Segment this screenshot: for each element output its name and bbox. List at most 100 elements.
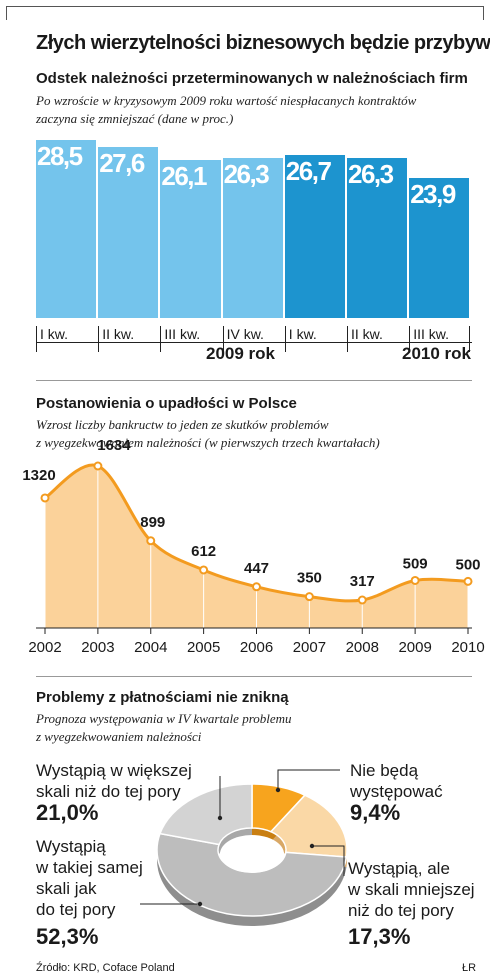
x-tick-label: 2008	[346, 639, 379, 656]
slice-label-smaller: Wystąpią, ale w skali mniejszej niż do t…	[348, 858, 475, 921]
pie-chart-title: Problemy z płatnościami nie znikną	[36, 689, 289, 706]
leader-line	[277, 769, 340, 790]
bar-axis-tick	[36, 326, 37, 352]
slice-label-line: niż do tej pory	[348, 901, 454, 920]
bar-axis-tick	[222, 326, 224, 352]
data-point	[146, 536, 156, 546]
data-label: 1634	[97, 437, 131, 454]
slice-label-line: Nie będą	[350, 761, 419, 780]
slice-label-line: skali niż do tej pory	[36, 782, 181, 801]
slice-label-line: w skali mniejszej	[348, 880, 475, 899]
leader-dot	[197, 901, 203, 907]
bar-value-label: 27,6	[99, 148, 145, 179]
slice-label-same: Wystąpią w takiej samej skali jak do tej…	[36, 836, 143, 920]
bar-chart-title: Odstek należności przeterminowanych w na…	[36, 70, 468, 87]
bar-category-label: II kw.	[351, 326, 383, 342]
bar	[284, 154, 345, 318]
bar-chart-axis	[36, 342, 472, 343]
x-tick-label: 2002	[28, 639, 61, 656]
data-point	[410, 575, 420, 585]
bar-category-label: III kw.	[413, 326, 449, 342]
x-tick-label: 2009	[398, 639, 431, 656]
section-divider	[36, 380, 472, 381]
pie-chart-subtitle-line: z wyegzekwowaniem należności	[36, 729, 202, 744]
leader-dot	[217, 815, 223, 821]
bar-category-label: I kw.	[40, 326, 69, 342]
data-label: 447	[244, 560, 269, 577]
slice-label-line: występować	[350, 782, 443, 801]
donut-hole	[220, 835, 284, 873]
bar-axis-tick	[347, 326, 348, 352]
bar-value-label: 23,9	[410, 178, 456, 209]
bar	[98, 147, 159, 318]
data-label: 612	[191, 543, 216, 560]
data-point	[252, 582, 261, 592]
source-note: Źródło: KRD, Coface Poland	[36, 962, 175, 974]
section-divider	[36, 676, 472, 677]
bar-chart-subtitle-line: zaczyna się zmniejszać (dane w proc.)	[36, 111, 234, 126]
pie-chart-subtitle: Prognoza występowania w IV kwartale prob…	[36, 710, 292, 746]
data-label: 899	[140, 514, 165, 531]
line-chart-subtitle: Wzrost liczby bankructw to jeden ze skut…	[36, 416, 380, 452]
slice-label-line: do tej pory	[36, 900, 116, 919]
data-point	[463, 576, 473, 586]
line-chart-subtitle-line: Wzrost liczby bankructw to jeden ze skut…	[36, 417, 329, 432]
bar-axis-tick	[98, 326, 100, 352]
slice-label-line: skali jak	[36, 879, 97, 898]
slice-label-line: w takiej samej	[36, 858, 143, 877]
bar	[347, 157, 408, 318]
x-tick-label: 2005	[187, 639, 220, 656]
x-tick-label: 2010	[451, 639, 484, 656]
data-label: 317	[350, 573, 375, 590]
leader-dot	[275, 787, 281, 793]
donut-slice	[158, 783, 253, 846]
x-tick-label: 2004	[134, 639, 167, 656]
slice-label-line: Wystąpią w większej	[36, 761, 192, 780]
bar-category-label: IV kw.	[226, 326, 264, 342]
x-tick-label: 2003	[81, 639, 114, 656]
slice-value-none: 9,4%	[350, 800, 401, 825]
data-point	[304, 592, 314, 602]
leader-line	[312, 845, 345, 876]
bar-value-label: 26,3	[223, 158, 270, 189]
bar-axis-tick	[469, 326, 471, 352]
leader-dot	[309, 843, 315, 849]
bar	[36, 140, 97, 318]
data-point	[199, 565, 209, 575]
bar-axis-tick	[409, 326, 411, 352]
bar-category-label: I kw.	[288, 326, 317, 342]
data-label: 509	[403, 555, 428, 572]
line-chart: 1320 2002 1634 2003 899 2004 612 2005 447 2006 350…	[22, 437, 484, 656]
data-label: 500	[455, 556, 480, 573]
group-label-2009: 2009 rok	[206, 344, 275, 363]
group-label-2010: 2010 rok	[402, 344, 471, 363]
bar-value-label: 28,5	[37, 141, 83, 171]
bar-category-label: II kw.	[102, 326, 135, 342]
bar	[409, 177, 470, 318]
author-credit: ŁR	[462, 962, 477, 974]
page-title: Złych wierzytelności biznesowych będzie …	[36, 32, 490, 54]
line-chart-title: Postanowienia o upadłości w Polsce	[36, 395, 297, 412]
slice-label-line: Wystąpią	[36, 837, 106, 856]
slice-value-smaller: 17,3%	[348, 924, 411, 949]
data-label: 350	[297, 570, 322, 587]
pie-chart-subtitle-line: Prognoza występowania w IV kwartale prob…	[36, 711, 292, 726]
bar-value-label: 26,1	[161, 160, 207, 191]
x-tick-label: 2006	[240, 639, 273, 656]
data-point	[357, 595, 367, 605]
x-tick-label: 2007	[293, 639, 326, 656]
bar-axis-tick	[160, 326, 162, 352]
data-label: 1320	[22, 467, 55, 484]
bar-value-label: 26,3	[348, 158, 394, 189]
bar-value-label: 26,7	[285, 155, 332, 186]
data-point	[93, 461, 103, 471]
slice-value-larger: 21,0%	[36, 800, 99, 825]
top-frame	[6, 6, 484, 20]
bar-axis-tick	[284, 326, 286, 352]
bar-chart-subtitle: Po wzroście w kryzysowym 2009 roku warto…	[36, 92, 416, 128]
slice-label-none: Nie będą występować	[350, 760, 443, 802]
bar-category-label: III kw.	[164, 326, 201, 342]
donut-slice	[269, 794, 348, 858]
data-point	[40, 493, 50, 503]
